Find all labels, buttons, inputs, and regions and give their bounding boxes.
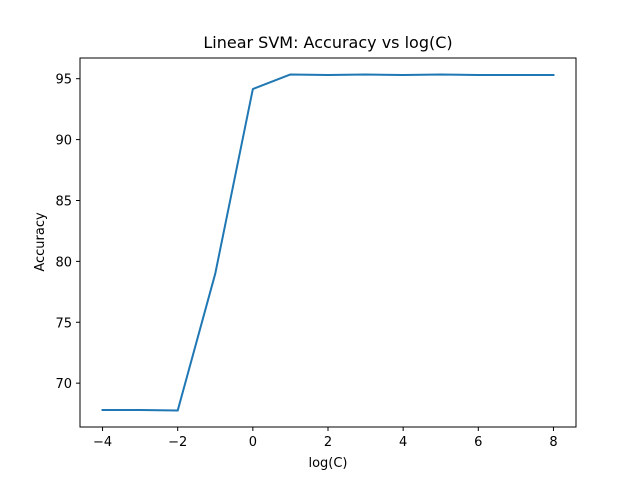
- y-tick-label: 80: [55, 255, 72, 270]
- x-axis: −4 −2 0 2 4 6 8: [93, 427, 558, 450]
- y-tick-label: 95: [55, 73, 72, 88]
- y-tick-label: 75: [55, 316, 72, 331]
- x-axis-title: log(C): [308, 456, 347, 471]
- y-axis-title: Accuracy: [33, 212, 48, 272]
- series-layer: [101, 73, 555, 412]
- y-tick-label: 85: [55, 194, 72, 209]
- x-tick-label: 4: [399, 435, 407, 450]
- x-tick-label: 0: [249, 435, 257, 450]
- x-tick-label: 6: [474, 435, 482, 450]
- y-tick-label: 70: [55, 377, 72, 392]
- x-tick-label: −4: [93, 435, 112, 450]
- x-tick-label: 2: [324, 435, 332, 450]
- chart-title: Linear SVM: Accuracy vs log(C): [203, 33, 452, 52]
- x-tick-label: −2: [168, 435, 187, 450]
- x-tick-label: 8: [549, 435, 557, 450]
- series-line-0: [101, 73, 555, 412]
- y-tick-label: 90: [55, 134, 72, 149]
- y-axis: 70 75 80 85 90 95: [55, 73, 80, 392]
